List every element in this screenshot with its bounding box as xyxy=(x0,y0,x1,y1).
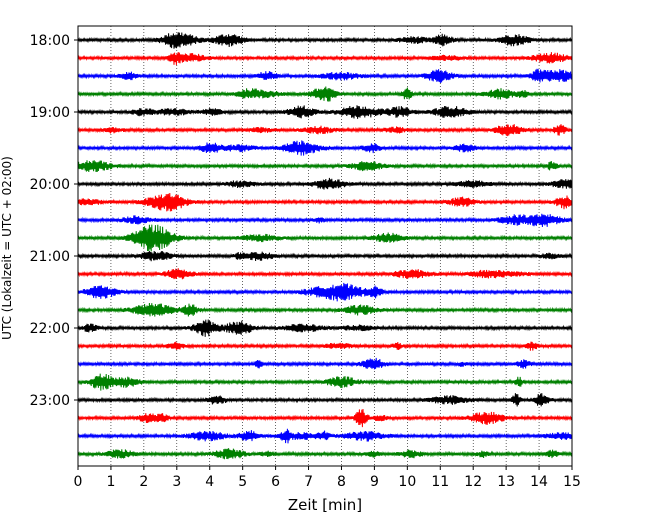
trace-2000 xyxy=(77,177,573,190)
trace-2315 xyxy=(77,408,573,428)
x-tick-label-2: 2 xyxy=(139,474,148,490)
trace-1915 xyxy=(77,124,573,137)
y-axis-label: UTC (Lokalzeit = UTC + 02:00) xyxy=(0,156,14,340)
x-tick-label-13: 13 xyxy=(497,474,515,490)
y-tick-label-2: 20:00 xyxy=(30,177,70,193)
x-tick-label-8: 8 xyxy=(337,474,346,490)
x-tick-label-9: 9 xyxy=(370,474,379,490)
x-tick-label-1: 1 xyxy=(106,474,115,490)
grid-lines xyxy=(110,26,540,466)
x-tick-label-6: 6 xyxy=(271,474,280,490)
trace-2100 xyxy=(77,250,573,262)
trace-1815 xyxy=(77,51,573,66)
trace-1900 xyxy=(77,105,573,119)
x-tick-label-4: 4 xyxy=(205,474,214,490)
x-tick-label-15: 15 xyxy=(563,474,581,490)
trace-2030 xyxy=(77,213,573,228)
trace-2145 xyxy=(77,302,573,317)
seismogram-traces xyxy=(77,32,573,460)
x-tick-label-3: 3 xyxy=(172,474,181,490)
trace-1800 xyxy=(77,32,573,49)
y-tick-label-4: 22:00 xyxy=(30,321,70,337)
y-tick-label-0: 18:00 xyxy=(30,33,70,49)
trace-2115 xyxy=(77,268,573,280)
trace-2045 xyxy=(77,224,573,252)
plot-frame xyxy=(77,25,573,467)
x-tick-label-12: 12 xyxy=(464,474,482,490)
trace-2200 xyxy=(77,319,573,337)
x-tick-label-11: 11 xyxy=(431,474,449,490)
y-axis-ticks: 18:00 19:00 20:00 21:00 22:00 23:00 xyxy=(30,33,78,409)
x-tick-label-5: 5 xyxy=(238,474,247,490)
trace-1830 xyxy=(77,68,573,84)
x-axis-ticks: 0 1 2 3 4 5 6 7 8 9 10 11 12 13 14 15 xyxy=(74,466,581,490)
y-tick-label-3: 21:00 xyxy=(30,249,70,265)
x-tick-label-7: 7 xyxy=(304,474,313,490)
trace-1845 xyxy=(77,86,573,102)
x-axis-label: Zeit [min] xyxy=(288,496,362,514)
x-tick-label-10: 10 xyxy=(398,474,416,490)
trace-2015 xyxy=(77,192,573,212)
trace-2230 xyxy=(77,357,573,370)
trace-2215 xyxy=(77,341,573,351)
trace-2130 xyxy=(77,282,573,302)
y-tick-label-1: 19:00 xyxy=(30,105,70,121)
trace-2330 xyxy=(77,428,573,444)
x-tick-label-0: 0 xyxy=(74,474,83,490)
x-tick-label-14: 14 xyxy=(530,474,548,490)
trace-1945 xyxy=(77,160,573,173)
trace-2245 xyxy=(77,373,573,391)
y-tick-label-5: 23:00 xyxy=(30,393,70,409)
trace-2345 xyxy=(77,448,573,460)
trace-1930 xyxy=(77,140,573,156)
trace-2300 xyxy=(77,393,573,407)
